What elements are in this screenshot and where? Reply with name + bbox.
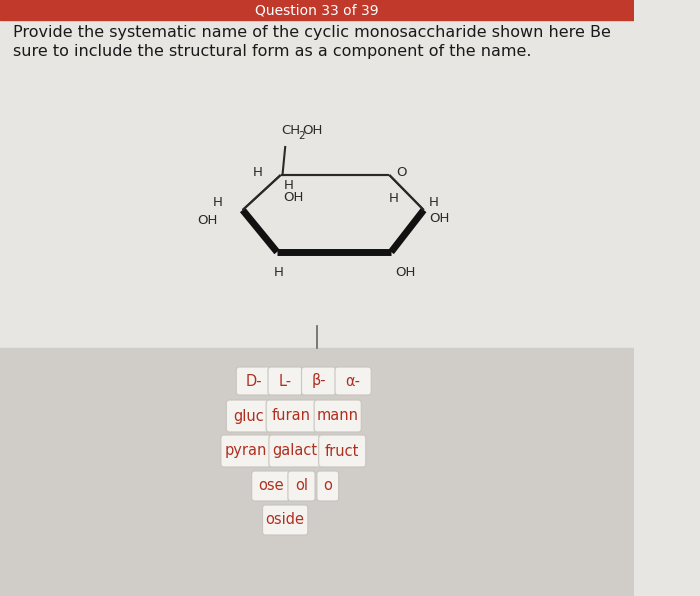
FancyBboxPatch shape	[266, 400, 317, 432]
Text: OH: OH	[302, 124, 323, 137]
FancyBboxPatch shape	[302, 367, 336, 395]
Text: D-: D-	[245, 374, 262, 389]
Text: OH: OH	[429, 212, 449, 225]
Text: ol: ol	[295, 479, 308, 493]
Text: ose: ose	[258, 479, 284, 493]
Text: CH: CH	[281, 124, 301, 137]
FancyBboxPatch shape	[314, 400, 361, 432]
FancyBboxPatch shape	[221, 435, 272, 467]
Bar	[0, 348, 634, 596]
Text: mann: mann	[316, 408, 358, 424]
FancyBboxPatch shape	[335, 367, 371, 395]
Text: O: O	[397, 166, 407, 178]
Text: α-: α-	[346, 374, 360, 389]
FancyBboxPatch shape	[268, 367, 302, 395]
Text: gluc: gluc	[234, 408, 265, 424]
FancyBboxPatch shape	[237, 367, 271, 395]
Text: fruct: fruct	[325, 443, 359, 458]
Text: furan: furan	[272, 408, 311, 424]
FancyBboxPatch shape	[262, 505, 308, 535]
Text: Provide the systematic name of the cyclic monosaccharide shown here Be: Provide the systematic name of the cycli…	[13, 25, 610, 40]
Text: 2: 2	[298, 131, 304, 141]
Text: pyran: pyran	[225, 443, 267, 458]
FancyBboxPatch shape	[317, 471, 339, 501]
Text: Question 33 of 39: Question 33 of 39	[255, 3, 379, 17]
Text: OH: OH	[395, 266, 415, 279]
Text: H: H	[253, 166, 262, 179]
Text: L-: L-	[279, 374, 292, 389]
FancyBboxPatch shape	[269, 435, 321, 467]
FancyBboxPatch shape	[318, 435, 366, 467]
Text: oside: oside	[266, 513, 304, 527]
Text: H: H	[274, 266, 284, 279]
Text: OH: OH	[197, 213, 217, 226]
Bar	[0, 0, 634, 20]
Text: o: o	[323, 479, 332, 493]
Text: H: H	[284, 179, 293, 192]
Text: OH: OH	[284, 191, 304, 204]
Text: sure to include the structural form as a component of the name.: sure to include the structural form as a…	[13, 44, 531, 59]
FancyBboxPatch shape	[226, 400, 272, 432]
Text: H: H	[429, 195, 439, 209]
Text: H: H	[213, 195, 223, 209]
Text: galact: galact	[272, 443, 318, 458]
FancyBboxPatch shape	[252, 471, 290, 501]
Text: H: H	[389, 192, 399, 205]
Text: β-: β-	[312, 374, 326, 389]
FancyBboxPatch shape	[288, 471, 315, 501]
